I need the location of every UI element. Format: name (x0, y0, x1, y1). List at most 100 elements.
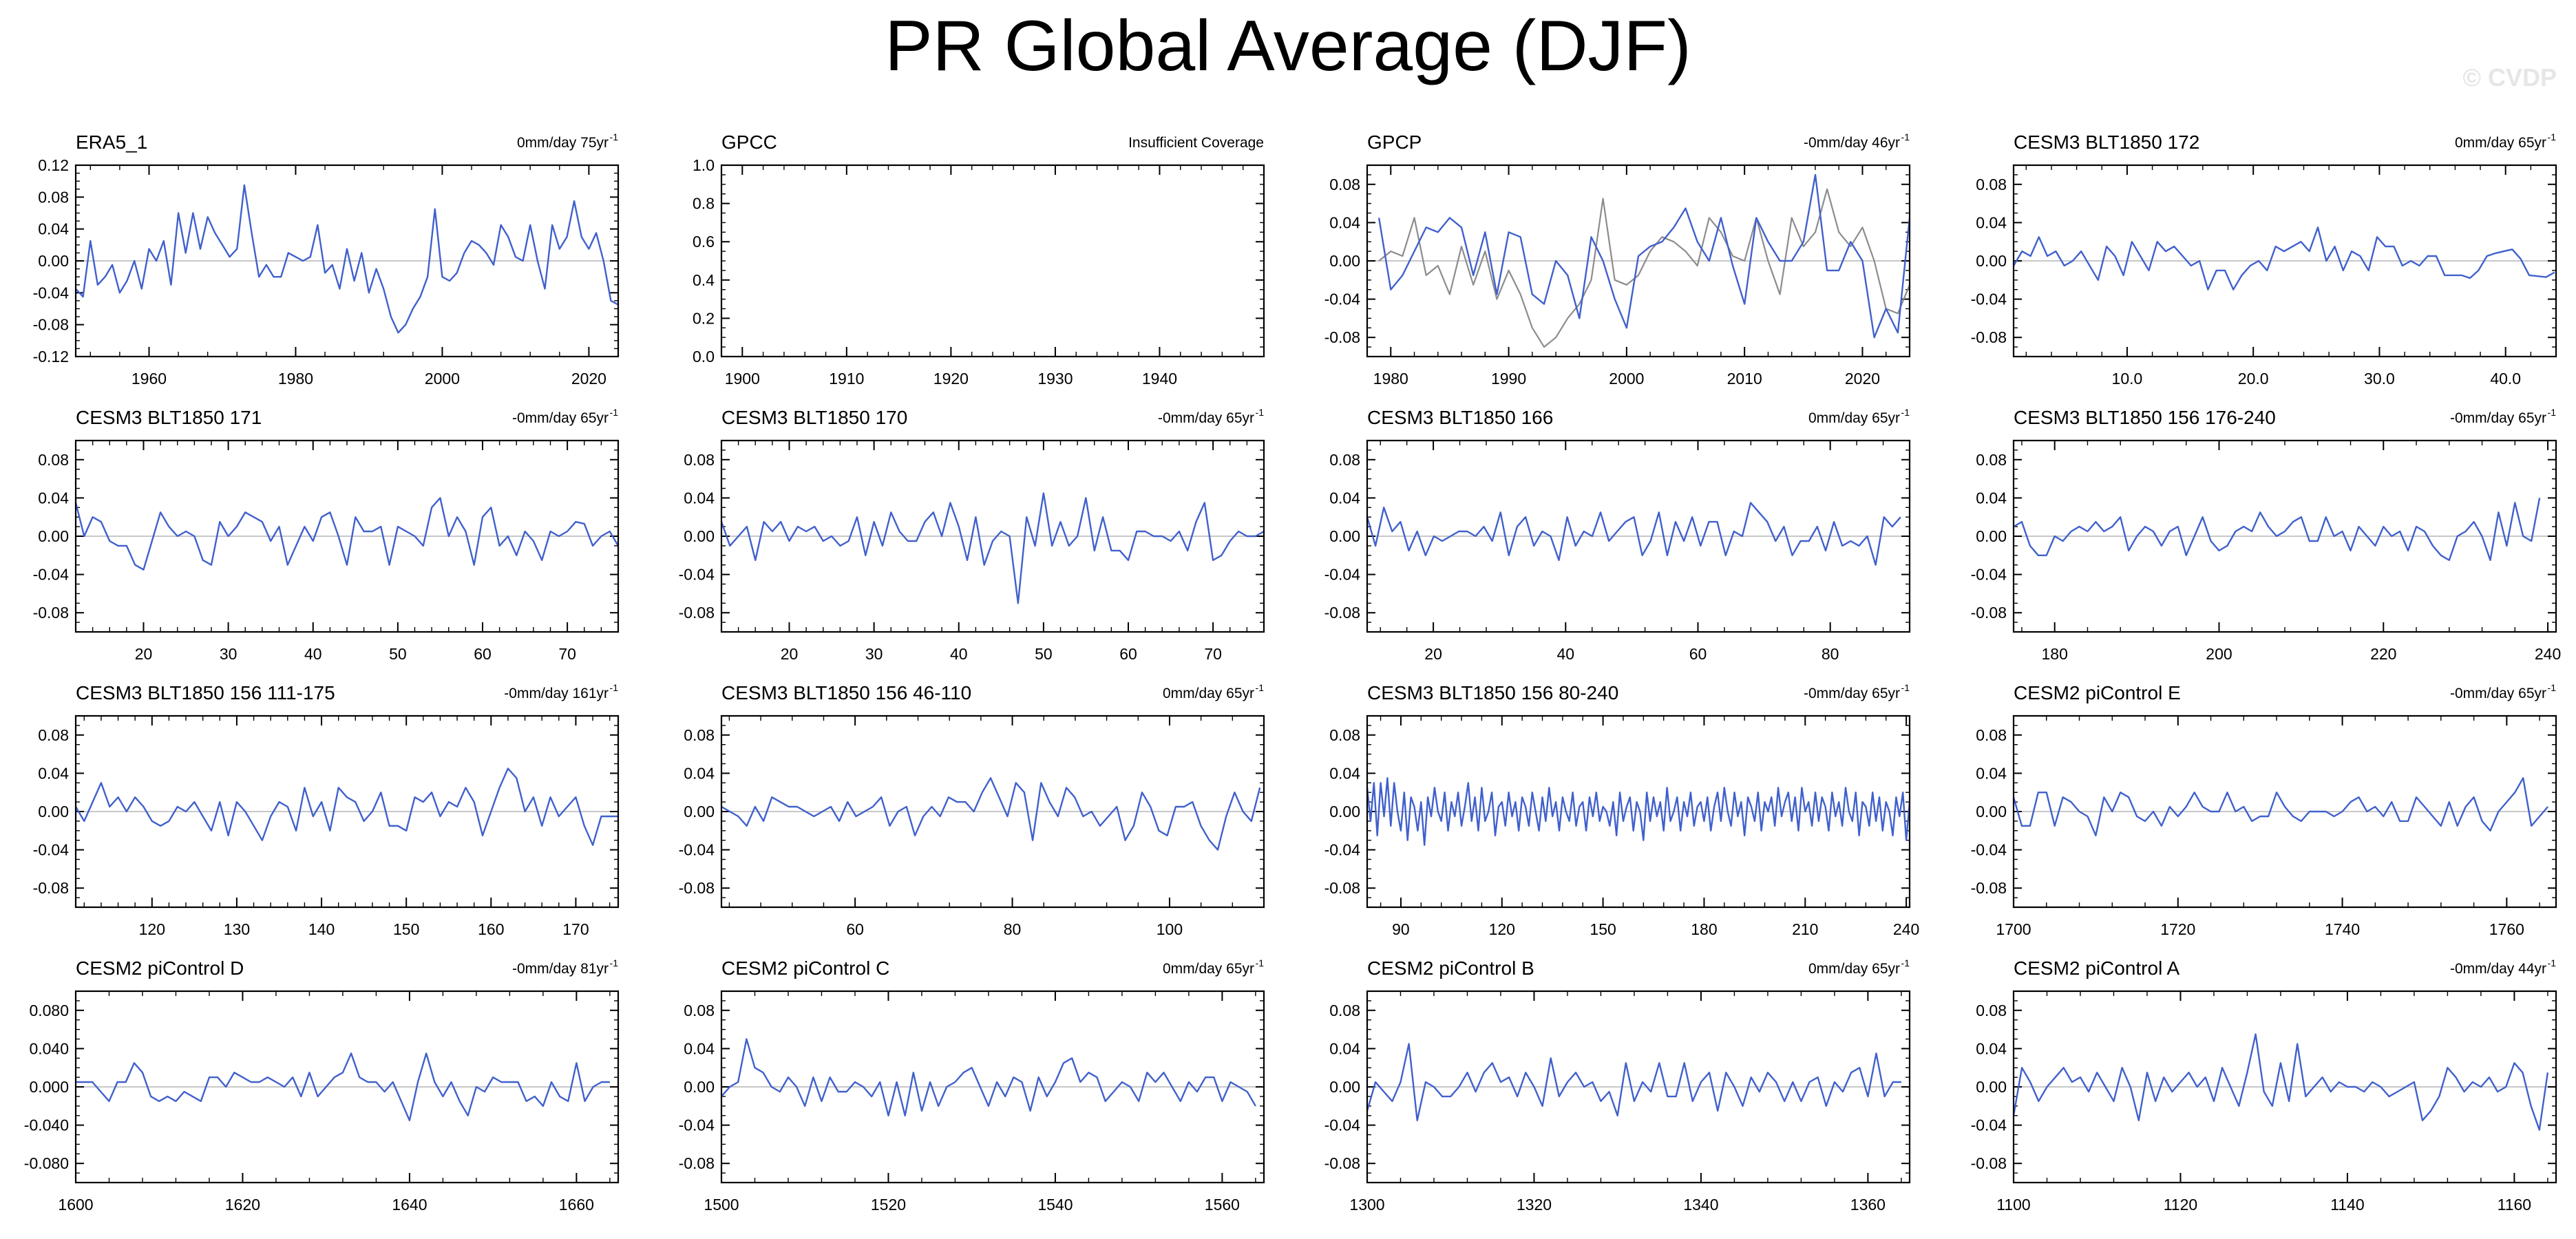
y-tick-label: 0.08 (38, 451, 69, 469)
y-tick-label: 0.04 (38, 764, 69, 782)
x-tick-label: 90 (1392, 920, 1410, 938)
panel-title: GPCP (1367, 131, 1422, 153)
series-line (1366, 1043, 1901, 1121)
panel-16: CESM2 piControl A -0mm/day 44yr -1 -0.08 -0.… (1971, 957, 2557, 1214)
x-tick-label: 30.0 (2364, 370, 2395, 388)
x-tick-label: 20 (781, 645, 799, 663)
y-tick-label: -0.08 (1971, 1154, 2007, 1172)
x-tick-label: 1990 (1491, 370, 1526, 388)
y-tick-label: 0.00 (38, 527, 69, 545)
series-line (2012, 226, 2555, 290)
y-tick-label: 0.08 (1976, 1002, 2007, 1019)
panel-title: CESM2 piControl A (2014, 957, 2180, 979)
panel-title: CESM3 BLT1850 156 46-110 (721, 682, 971, 703)
panel-title: CESM3 BLT1850 156 80-240 (1367, 682, 1618, 703)
x-tick-label: 1120 (2164, 1196, 2197, 1214)
x-tick-label: 1700 (1996, 920, 2031, 938)
y-tick-label: -0.04 (1971, 1116, 2007, 1134)
panel-stat-exponent: -1 (610, 957, 619, 968)
plot-frame (74, 714, 620, 909)
x-tick-label: 1600 (58, 1196, 93, 1214)
series-line (721, 1038, 1256, 1116)
x-tick-label: 20 (135, 645, 153, 663)
x-tick-label: 1660 (559, 1196, 594, 1214)
y-tick-label: 0.04 (38, 489, 69, 507)
panel-title: CESM3 BLT1850 171 (76, 407, 262, 428)
plot-frame (2012, 990, 2557, 1184)
y-tick-label: 0.08 (38, 188, 69, 206)
y-tick-label: -0.04 (679, 841, 715, 859)
series-line (720, 492, 1265, 604)
x-tick-label: 210 (1792, 920, 1818, 938)
panel-11: CESM3 BLT1850 156 80-240 -0mm/day 65yr -1 -… (1324, 682, 1920, 938)
y-tick-label: 0.04 (1329, 764, 1360, 782)
panel-stat: -0mm/day 46yr (1804, 135, 1900, 151)
y-tick-label: 0.08 (684, 451, 715, 469)
series-line (2013, 498, 2541, 561)
y-tick-label: 0.04 (1329, 213, 1360, 231)
y-tick-label: -0.08 (1324, 1154, 1360, 1172)
x-tick-label: 1540 (1037, 1196, 1073, 1214)
panel-12: CESM2 piControl E -0mm/day 65yr -1 -0.08 -0.… (1971, 682, 2557, 938)
panel-14: CESM2 piControl C 0mm/day 65yr -1 -0.08 -0.0… (679, 957, 1265, 1214)
y-tick-label: -0.04 (33, 841, 70, 859)
x-tick-label: 60 (1119, 645, 1137, 663)
x-tick-label: 30 (220, 645, 237, 663)
y-tick-label: -0.04 (1971, 290, 2007, 308)
panel-title: CESM2 piControl B (1367, 957, 1534, 979)
x-tick-label: 1980 (278, 370, 313, 388)
y-tick-label: 0.00 (1976, 1078, 2007, 1096)
y-tick-label: -0.08 (679, 879, 715, 897)
panel-15: CESM2 piControl B 0mm/day 65yr -1 -0.08 -0.0… (1324, 957, 1911, 1214)
y-tick-label: -0.04 (1324, 1116, 1361, 1134)
panel-stat: 0mm/day 75yr (517, 135, 609, 151)
panel-stat-exponent: -1 (1901, 957, 1910, 968)
panel-stat: -0mm/day 44yr (2450, 961, 2546, 977)
panel-4: CESM3 BLT1850 172 0mm/day 65yr -1 -0.08 -0.0… (1971, 131, 2557, 388)
x-tick-label: 1160 (2498, 1196, 2531, 1214)
x-tick-label: 60 (846, 920, 864, 938)
y-tick-label: -0.04 (679, 566, 715, 584)
x-tick-label: 20.0 (2238, 370, 2269, 388)
plot-frame (2012, 439, 2557, 633)
y-tick-label: -0.08 (1324, 879, 1360, 897)
x-tick-label: 200 (2206, 645, 2232, 663)
y-tick-label: 0.04 (1329, 1039, 1360, 1057)
y-tick-label: 0.2 (693, 309, 715, 327)
series-line (1366, 502, 1901, 566)
panel-title: CESM3 BLT1850 156 176-240 (2014, 407, 2276, 428)
y-tick-label: 0.04 (1976, 764, 2007, 782)
y-tick-label: 0.12 (38, 156, 69, 174)
y-tick-label: -0.04 (1324, 841, 1361, 859)
panel-stat: 0mm/day 65yr (1163, 961, 1254, 977)
panel-10: CESM3 BLT1850 156 46-110 0mm/day 65yr -1 -0… (679, 682, 1265, 938)
series-line (2012, 777, 2549, 837)
x-tick-label: 130 (224, 920, 250, 938)
panel-stat: -0mm/day 65yr (1804, 686, 1900, 701)
x-tick-label: 1560 (1205, 1196, 1240, 1214)
panel-stat-exponent: -1 (610, 131, 619, 142)
panel-stat-exponent: -1 (1256, 407, 1265, 418)
y-tick-label: 0.0 (693, 348, 715, 366)
panel-6: CESM3 BLT1850 170 -0mm/day 65yr -1 -0.08 -0.… (679, 407, 1265, 663)
y-tick-label: 0.04 (38, 220, 69, 238)
x-tick-label: 1500 (704, 1196, 739, 1214)
figure-title: PR Global Average (DJF) (885, 6, 1691, 86)
series-line (74, 767, 618, 846)
x-tick-label: 40 (1556, 645, 1574, 663)
panel-stat-exponent: -1 (1901, 131, 1910, 142)
y-tick-label: -0.08 (1971, 328, 2007, 346)
panel-title: ERA5_1 (76, 131, 147, 153)
plot-frame (1366, 714, 1911, 909)
series-line (721, 777, 1261, 851)
y-tick-label: -0.08 (679, 604, 715, 622)
panel-stat: -0mm/day 65yr (2450, 686, 2546, 701)
y-tick-label: 0.00 (38, 252, 69, 270)
x-tick-label: 1920 (933, 370, 969, 388)
panel-title: CESM2 piControl E (2014, 682, 2181, 703)
panel-title: GPCC (721, 131, 777, 153)
panel-title: CESM3 BLT1850 156 111-175 (76, 682, 335, 703)
panel-5: CESM3 BLT1850 171 -0mm/day 65yr -1 -0.08 -0.… (33, 407, 620, 663)
x-tick-label: 1640 (392, 1196, 427, 1214)
